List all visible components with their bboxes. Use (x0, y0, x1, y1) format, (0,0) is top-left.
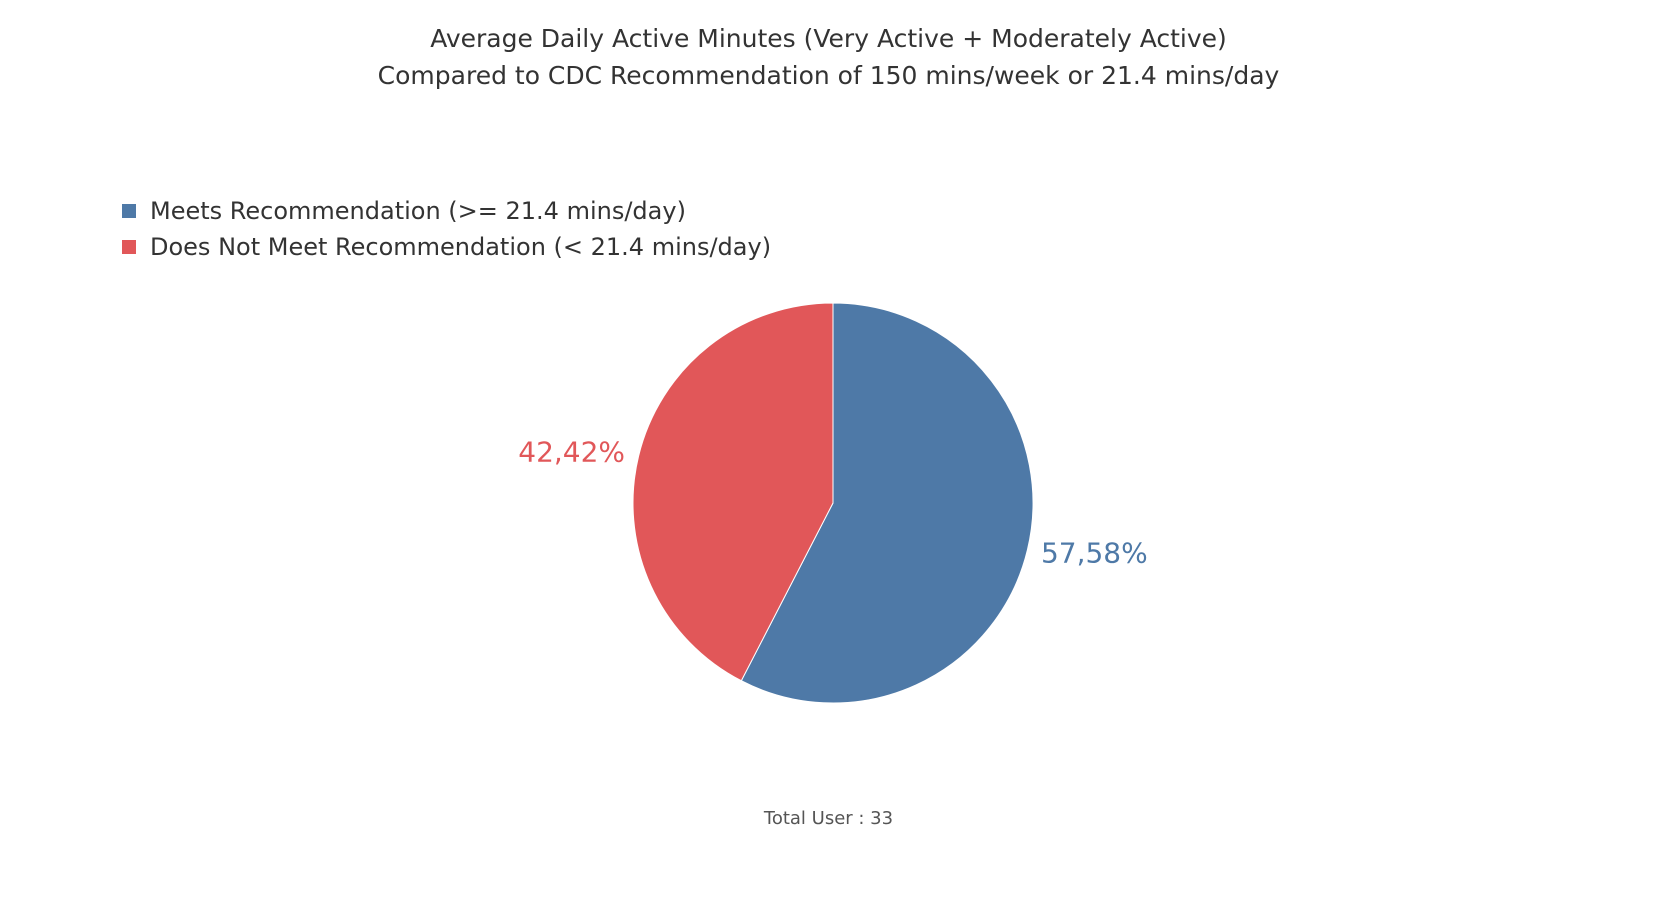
pie-slice-meets[interactable] (740, 302, 1034, 704)
pie-label-meets: 57,58% (1041, 536, 1148, 569)
pie-slices (632, 302, 1034, 704)
chart-subtitle: Compared to CDC Recommendation of 150 mi… (377, 61, 1280, 90)
legend-swatch-does-not-meet (122, 240, 136, 254)
legend-label-meets: Meets Recommendation (>= 21.4 mins/day) (150, 197, 686, 225)
legend-item-does-not-meet[interactable]: Does Not Meet Recommendation (< 21.4 min… (122, 229, 771, 265)
chart-title: Average Daily Active Minutes (Very Activ… (430, 24, 1227, 53)
legend-swatch-meets (122, 204, 136, 218)
pie-label-does-not-meet: 42,42% (518, 436, 625, 469)
pie-slice-does-not-meet[interactable] (632, 302, 834, 682)
legend: Meets Recommendation (>= 21.4 mins/day) … (122, 193, 771, 265)
total-user-note: Total User : 33 (763, 808, 894, 829)
legend-item-meets[interactable]: Meets Recommendation (>= 21.4 mins/day) (122, 193, 771, 229)
pie-labels: 57,58% 42,42% (518, 436, 1147, 570)
chart-title-block: Average Daily Active Minutes (Very Activ… (0, 20, 1657, 94)
legend-label-does-not-meet: Does Not Meet Recommendation (< 21.4 min… (150, 233, 772, 261)
